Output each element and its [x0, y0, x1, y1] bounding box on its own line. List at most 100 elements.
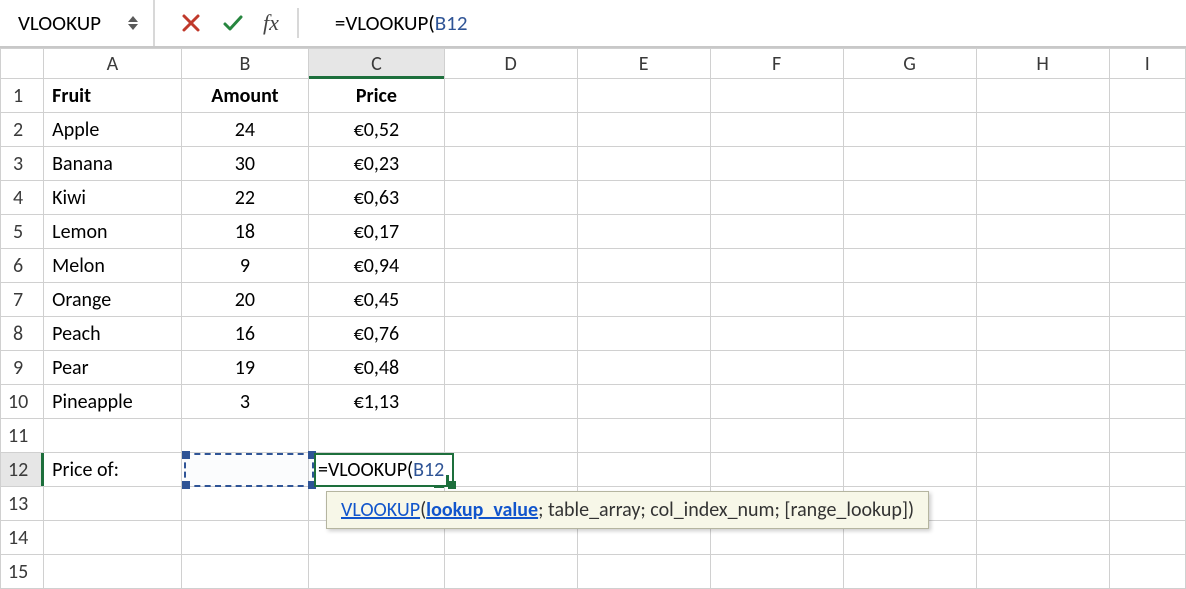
cell-G2[interactable]: [843, 113, 976, 147]
cell-F11[interactable]: [710, 419, 843, 453]
cell-E11[interactable]: [577, 419, 710, 453]
cell-C5[interactable]: €0,17: [309, 215, 445, 249]
cell-G11[interactable]: [843, 419, 976, 453]
cell-B2[interactable]: 24: [181, 113, 308, 147]
cell-C2[interactable]: €0,52: [309, 113, 445, 147]
cell-D12[interactable]: [444, 453, 577, 487]
column-header-A[interactable]: A: [44, 49, 182, 79]
cell-A14[interactable]: [44, 521, 182, 555]
cell-G7[interactable]: [843, 283, 976, 317]
row-header-2[interactable]: 2: [1, 113, 44, 147]
row-header-9[interactable]: 9: [1, 351, 44, 385]
cell-E10[interactable]: [577, 385, 710, 419]
cell-A15[interactable]: [44, 555, 182, 589]
cell-B12[interactable]: [181, 453, 308, 487]
cell-I12[interactable]: [1109, 453, 1185, 487]
cell-G15[interactable]: [843, 555, 976, 589]
row-header-12[interactable]: 12: [1, 453, 44, 487]
cell-I10[interactable]: [1109, 385, 1185, 419]
row-header-15[interactable]: 15: [1, 555, 44, 589]
cell-G10[interactable]: [843, 385, 976, 419]
cell-G4[interactable]: [843, 181, 976, 215]
cell-B3[interactable]: 30: [181, 147, 308, 181]
cell-I13[interactable]: [1109, 487, 1185, 521]
row-header-13[interactable]: 13: [1, 487, 44, 521]
cell-C8[interactable]: €0,76: [309, 317, 445, 351]
row-header-6[interactable]: 6: [1, 249, 44, 283]
cell-F8[interactable]: [710, 317, 843, 351]
confirm-icon[interactable]: [221, 11, 245, 35]
cell-B1[interactable]: Amount: [181, 79, 308, 113]
cell-H14[interactable]: [976, 521, 1109, 555]
cell-I5[interactable]: [1109, 215, 1185, 249]
cell-D15[interactable]: [444, 555, 577, 589]
cell-C4[interactable]: €0,63: [309, 181, 445, 215]
cell-H5[interactable]: [976, 215, 1109, 249]
cell-D9[interactable]: [444, 351, 577, 385]
cell-I4[interactable]: [1109, 181, 1185, 215]
cell-E8[interactable]: [577, 317, 710, 351]
cell-F5[interactable]: [710, 215, 843, 249]
cell-G12[interactable]: [843, 453, 976, 487]
cell-F4[interactable]: [710, 181, 843, 215]
cell-H4[interactable]: [976, 181, 1109, 215]
cell-C9[interactable]: €0,48: [309, 351, 445, 385]
row-header-10[interactable]: 10: [1, 385, 44, 419]
cell-A6[interactable]: Melon: [44, 249, 182, 283]
row-header-7[interactable]: 7: [1, 283, 44, 317]
cell-B7[interactable]: 20: [181, 283, 308, 317]
cell-H12[interactable]: [976, 453, 1109, 487]
cell-H10[interactable]: [976, 385, 1109, 419]
tooltip-active-arg[interactable]: lookup_value: [426, 498, 538, 522]
cell-D7[interactable]: [444, 283, 577, 317]
cell-A9[interactable]: Pear: [44, 351, 182, 385]
cell-B11[interactable]: [181, 419, 308, 453]
cell-H7[interactable]: [976, 283, 1109, 317]
cell-F1[interactable]: [710, 79, 843, 113]
cell-G3[interactable]: [843, 147, 976, 181]
row-header-1[interactable]: 1: [1, 79, 44, 113]
cell-I15[interactable]: [1109, 555, 1185, 589]
formula-input[interactable]: =VLOOKUP(B12: [323, 0, 1186, 46]
cell-F3[interactable]: [710, 147, 843, 181]
cell-E15[interactable]: [577, 555, 710, 589]
cell-C15[interactable]: [309, 555, 445, 589]
cell-I6[interactable]: [1109, 249, 1185, 283]
cell-A2[interactable]: Apple: [44, 113, 182, 147]
fx-label[interactable]: fx: [263, 10, 279, 36]
cell-D1[interactable]: [444, 79, 577, 113]
cell-C10[interactable]: €1,13: [309, 385, 445, 419]
cell-A13[interactable]: [44, 487, 182, 521]
cell-D3[interactable]: [444, 147, 577, 181]
cell-C6[interactable]: €0,94: [309, 249, 445, 283]
cell-D11[interactable]: [444, 419, 577, 453]
cell-I11[interactable]: [1109, 419, 1185, 453]
cell-C1[interactable]: Price: [309, 79, 445, 113]
column-header-B[interactable]: B: [181, 49, 308, 79]
cell-I1[interactable]: [1109, 79, 1185, 113]
cell-A3[interactable]: Banana: [44, 147, 182, 181]
cell-B4[interactable]: 22: [181, 181, 308, 215]
cell-H11[interactable]: [976, 419, 1109, 453]
cell-A8[interactable]: Peach: [44, 317, 182, 351]
cell-F15[interactable]: [710, 555, 843, 589]
row-header-14[interactable]: 14: [1, 521, 44, 555]
cell-D8[interactable]: [444, 317, 577, 351]
cell-B15[interactable]: [181, 555, 308, 589]
cell-A7[interactable]: Orange: [44, 283, 182, 317]
cell-D4[interactable]: [444, 181, 577, 215]
column-header-H[interactable]: H: [976, 49, 1109, 79]
column-header-E[interactable]: E: [577, 49, 710, 79]
cell-A5[interactable]: Lemon: [44, 215, 182, 249]
cell-D10[interactable]: [444, 385, 577, 419]
cell-B9[interactable]: 19: [181, 351, 308, 385]
cell-F6[interactable]: [710, 249, 843, 283]
cell-B13[interactable]: [181, 487, 308, 521]
cell-D5[interactable]: [444, 215, 577, 249]
row-header-3[interactable]: 3: [1, 147, 44, 181]
cell-A10[interactable]: Pineapple: [44, 385, 182, 419]
cell-E3[interactable]: [577, 147, 710, 181]
cell-E7[interactable]: [577, 283, 710, 317]
cell-I2[interactable]: [1109, 113, 1185, 147]
name-box[interactable]: VLOOKUP: [0, 0, 155, 46]
